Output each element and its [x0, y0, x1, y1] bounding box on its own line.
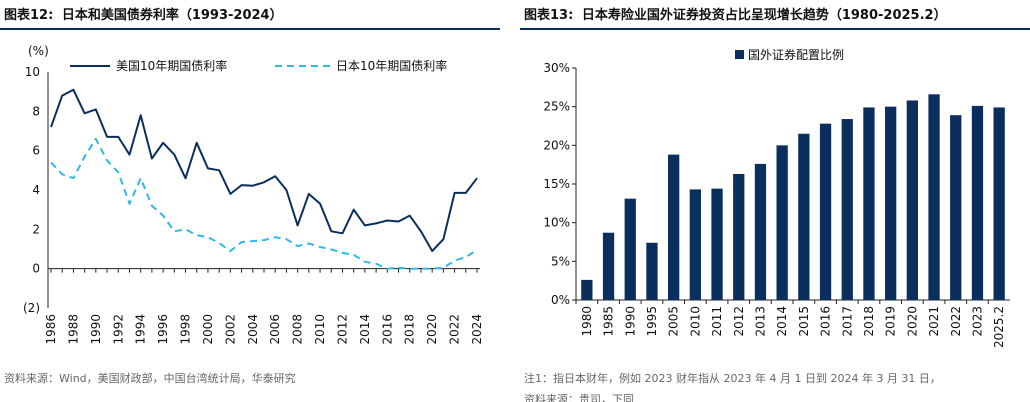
x-tick-label: 2022	[949, 306, 963, 337]
bar-2013	[754, 163, 767, 300]
legend-jp-label: 日本10年期国债利率	[336, 58, 447, 73]
x-tick-label: 2005	[667, 306, 681, 337]
y-tick-label: 25%	[543, 100, 570, 114]
x-tick-label: 2022	[448, 314, 462, 345]
right-footnote: 注1：指日本财年，例如 2023 财年指从 2023 年 4 月 1 日到 20…	[524, 372, 941, 385]
x-tick-label: 2018	[403, 314, 417, 345]
legend-bar-label: 国外证券配置比例	[748, 47, 844, 62]
x-tick-label: 2014	[775, 306, 789, 337]
x-tick-label: 1980	[580, 306, 594, 337]
y-tick-label: 10	[25, 65, 40, 79]
bar-2021	[928, 94, 940, 300]
y-axis-unit-label: (%)	[28, 44, 49, 58]
y-tick-label: 2	[32, 222, 40, 236]
bar-2020	[906, 100, 918, 300]
x-tick-label: 1988	[66, 314, 80, 345]
x-tick-label: 2021	[927, 306, 941, 337]
x-tick-label: 1996	[156, 314, 170, 345]
y-tick-label: 10%	[543, 216, 570, 230]
bar-2025.2	[993, 107, 1005, 300]
bar-2005	[668, 154, 680, 300]
x-tick-label: 2012	[335, 314, 349, 345]
bar-1995	[646, 242, 658, 300]
bar-1990	[624, 198, 636, 300]
x-tick-label: 2010	[688, 306, 702, 337]
x-tick-label: 2016	[380, 314, 394, 345]
x-tick-label: 2023	[970, 306, 984, 337]
y-tick-label: 6	[32, 144, 40, 158]
y-tick-label: 15%	[543, 177, 570, 191]
bar-2017	[841, 119, 853, 300]
x-tick-label: 1986	[44, 314, 58, 345]
bar-1985	[602, 232, 615, 300]
x-tick-label: 2010	[313, 314, 327, 345]
x-tick-label: 2004	[246, 314, 260, 345]
bar-2023	[971, 105, 984, 300]
jp-10y-yield-line	[50, 137, 478, 270]
x-tick-label: 1990	[623, 306, 637, 337]
x-tick-label: 1985	[602, 306, 616, 337]
right-chart-panel: 图表13: 日本寿险业国外证券投资占比呈现增长趋势（1980-2025.2） 0…	[520, 0, 1030, 402]
x-tick-label: 1992	[111, 314, 125, 345]
left-source-note: 资料来源：Wind，美国财政部，中国台湾统计局，华泰研究	[4, 372, 296, 385]
x-tick-label: 2011	[710, 306, 724, 337]
bond-yield-line-chart: (%) (2) 0 2 4 6 8 10 1986 1988 1990 1992 1994 1996 199…	[23, 44, 484, 345]
right-figure-title: 日本寿险业国外证券投资占比呈现增长趋势（1980-2025.2）	[581, 8, 947, 23]
x-tick-label: 2016	[819, 306, 833, 337]
x-tick-label: 1995	[645, 306, 659, 337]
x-tick-label: 2013	[753, 306, 767, 337]
bar-2016	[819, 123, 832, 301]
x-tick-label: 2002	[223, 314, 237, 345]
x-tick-label: 1990	[89, 314, 103, 345]
y-tick-label: 0	[32, 262, 40, 276]
right-title-bar: 图表13: 日本寿险业国外证券投资占比呈现增长趋势（1980-2025.2）	[520, 0, 1030, 30]
x-tick-label: 2019	[884, 306, 898, 337]
x-tick-label: 2000	[201, 314, 215, 345]
x-tick-label: 2006	[268, 314, 282, 345]
left-chart-panel: 图表12: 日本和美国债券利率（1993-2024） (%) (2) 0 2 4 6 8 10…	[0, 0, 500, 402]
bar-2012	[733, 173, 745, 300]
y-tick-label: 30%	[543, 61, 570, 75]
y-tick-label: 8	[32, 104, 40, 118]
bar-2022	[950, 115, 962, 300]
y-tick-label: 5%	[551, 254, 570, 268]
x-tick-label: 2012	[732, 306, 746, 337]
x-tick-label: 2025.2	[992, 306, 1006, 348]
right-chart-title: 图表13: 日本寿险业国外证券投资占比呈现增长趋势（1980-2025.2）	[524, 4, 947, 23]
bar-2019	[885, 106, 897, 301]
left-figure-number: 图表12:	[4, 8, 54, 23]
right-figure-number: 图表13:	[524, 8, 574, 23]
x-tick-label: 1994	[134, 314, 148, 345]
us-10y-yield-line	[50, 88, 478, 252]
x-tick-label: 2020	[905, 306, 919, 337]
x-tick-label: 2015	[797, 306, 811, 337]
y-tick-label: 4	[32, 183, 40, 197]
left-chart-title: 图表12: 日本和美国债券利率（1993-2024）	[4, 4, 283, 23]
x-tick-label: 1998	[179, 314, 193, 345]
left-title-bar: 图表12: 日本和美国债券利率（1993-2024）	[0, 0, 500, 30]
bar-2010	[689, 189, 701, 300]
x-tick-label: 2020	[425, 314, 439, 345]
right-footnote-continued: 资料来源：贵司，下同	[524, 393, 634, 402]
x-tick-label: 2008	[291, 314, 305, 345]
bar-2014	[776, 145, 788, 300]
x-tick-label: 2018	[862, 306, 876, 337]
x-tick-label: 2014	[358, 314, 372, 345]
bar-2011	[711, 188, 723, 300]
x-tick-label: 2017	[840, 306, 854, 337]
left-figure-title: 日本和美国债券利率（1993-2024）	[61, 8, 283, 23]
bar-1980	[581, 279, 593, 300]
foreign-securities-bar-chart: 0% 5% 10% 15% 20% 25% 30% 1980 1985 1990 1995 2005 2…	[543, 47, 1010, 348]
x-tick-label: 2024	[470, 314, 484, 345]
bar-2018	[863, 107, 875, 300]
bar-2015	[798, 133, 810, 300]
y-tick-label: (2)	[23, 301, 40, 315]
y-tick-label: 20%	[543, 138, 570, 152]
legend-bar-swatch	[735, 50, 744, 59]
y-tick-label: 0%	[551, 293, 570, 307]
legend-us-label: 美国10年期国债利率	[116, 58, 227, 73]
